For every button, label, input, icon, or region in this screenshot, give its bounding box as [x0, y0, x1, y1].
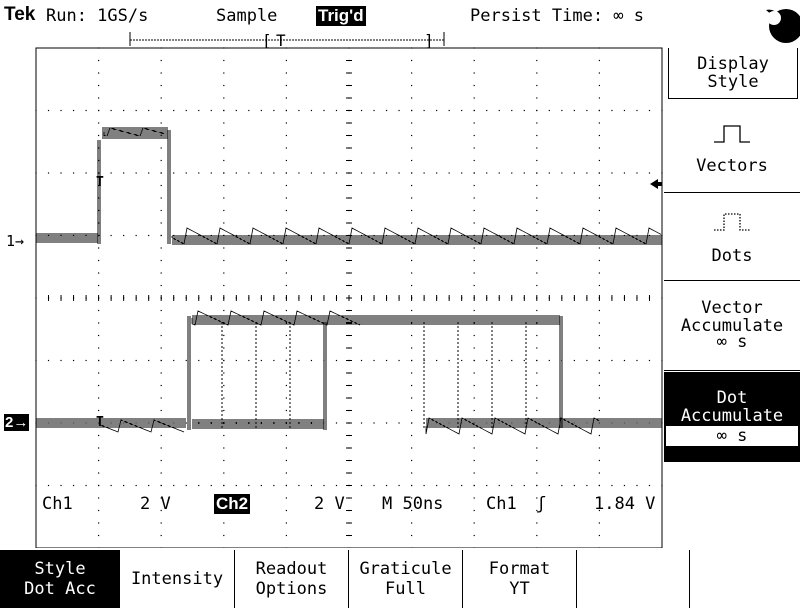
bottom-button-readout-options[interactable]: Readout Options [234, 550, 348, 608]
ch1-ground-marker[interactable]: 1→ [6, 232, 25, 250]
bottom-button-intensity[interactable]: Intensity [130, 569, 224, 589]
ch1-scale: 2 V [140, 494, 171, 514]
vectors-icon [714, 125, 750, 143]
ch2-ground-marker[interactable]: 2→ [4, 414, 30, 431]
bottom-button-empty-2[interactable] [690, 550, 800, 608]
side-button-dots[interactable]: Dots [664, 194, 800, 280]
trigger-point-marker: T [96, 415, 104, 430]
side-button-vectors[interactable]: Vectors [664, 108, 800, 192]
brand-logo-text: Tek [4, 4, 36, 25]
graticule-grid [35, 47, 663, 548]
tek-logo-icon [766, 9, 800, 43]
dots-icon [714, 213, 750, 231]
ch2-scale: 2 V [314, 494, 345, 514]
ch2-label: Ch2 [214, 494, 251, 514]
trigger-level-icon [650, 179, 658, 189]
trigger-position-label: T [276, 31, 286, 50]
acquire-mode: Sample [216, 6, 278, 26]
trigger-status-badge: Trig'd [316, 6, 366, 26]
svg-text:[: [ [262, 31, 272, 50]
bottom-button-empty-1[interactable] [576, 550, 690, 608]
bottom-button-style[interactable]: Style Dot Acc [0, 550, 120, 608]
trigger-slope-icon: ʃ [536, 494, 547, 514]
trigger-level-readout: 1.84 V [594, 494, 656, 514]
bottom-button-graticule[interactable]: Graticule Full [348, 550, 462, 608]
waveform-display[interactable]: [ T ] TT [0, 0, 664, 548]
trigger-point-marker: T [96, 175, 104, 190]
side-button-dot-accumulate[interactable]: Dot Accumulate ∞ s [664, 372, 800, 462]
persist-time: Persist Time: ∞ s [470, 6, 644, 26]
trigger-source: Ch1 [486, 494, 517, 514]
status-bar: Tek Run: 1GS/s Sample Trig'd Persist Tim… [0, 0, 800, 46]
svg-text:]: ] [424, 31, 434, 50]
bottom-button-format[interactable]: Format YT [462, 550, 576, 608]
trigger-position-bar: [ T ] [129, 31, 445, 50]
ch1-label: Ch1 [42, 494, 73, 514]
bottom-menu: Style Dot Acc Intensity Readout Options … [0, 550, 800, 608]
side-menu-title: Display Style [668, 48, 798, 99]
timebase-readout: M 50ns [382, 494, 444, 514]
side-menu: Display Style Vectors Dots Vector Accumu… [664, 48, 800, 548]
side-button-vector-accumulate[interactable]: Vector Accumulate ∞ s [680, 298, 784, 352]
waveform-traces: TT [36, 127, 662, 435]
run-status: Run: 1GS/s [46, 6, 149, 26]
